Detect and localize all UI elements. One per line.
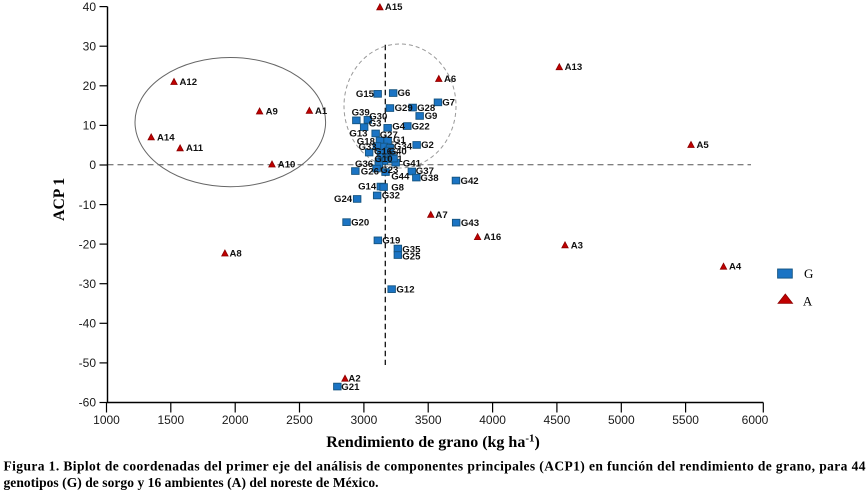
svg-text:5500: 5500 [672,413,699,427]
svg-text:0: 0 [89,158,96,172]
svg-text:G4: G4 [392,121,405,132]
svg-text:genotipos (G) de sorgo y 16 am: genotipos (G) de sorgo y 16 ambientes (A… [4,475,379,490]
svg-text:4500: 4500 [544,413,571,427]
svg-text:G20: G20 [351,218,369,229]
svg-text:40: 40 [83,0,97,14]
svg-text:A5: A5 [697,140,710,151]
svg-text:G23: G23 [380,165,398,176]
svg-text:G27: G27 [380,130,398,141]
svg-text:G3: G3 [369,119,382,130]
svg-text:4000: 4000 [479,413,506,427]
svg-text:10: 10 [83,119,97,133]
svg-text:A6: A6 [444,74,456,85]
svg-text:A2: A2 [348,374,360,385]
svg-text:-50: -50 [79,356,97,370]
svg-text:G41: G41 [403,158,422,169]
svg-text:-40: -40 [79,317,97,331]
svg-text:G40: G40 [389,147,407,158]
svg-text:ACP 1: ACP 1 [51,178,68,221]
svg-text:A4: A4 [729,262,742,273]
svg-text:A14: A14 [157,132,175,143]
svg-text:G21: G21 [341,382,360,393]
svg-text:G8: G8 [391,182,404,193]
svg-text:G36: G36 [355,159,373,170]
svg-text:A: A [803,294,813,309]
svg-text:G1: G1 [393,135,406,146]
svg-text:G9: G9 [425,111,438,122]
svg-text:20: 20 [83,79,97,93]
svg-text:G32: G32 [382,191,400,202]
svg-text:G19: G19 [382,236,400,247]
svg-text:G38: G38 [420,173,439,184]
svg-text:Figura 1. Biplot de coordenada: Figura 1. Biplot de coordenadas del prim… [4,458,866,473]
svg-text:G12: G12 [396,285,414,296]
svg-text:G24: G24 [334,194,353,205]
svg-text:G39: G39 [352,107,370,118]
svg-text:G42: G42 [461,176,479,187]
svg-text:1000: 1000 [93,413,120,427]
svg-text:G25: G25 [402,252,421,263]
svg-text:A11: A11 [186,143,204,154]
svg-text:A13: A13 [565,62,583,73]
svg-text:3500: 3500 [415,413,442,427]
svg-text:G44: G44 [391,172,410,183]
svg-text:G28: G28 [417,103,436,114]
svg-text:G33: G33 [359,142,377,153]
svg-text:G34: G34 [394,141,413,152]
svg-text:2500: 2500 [286,413,313,427]
svg-text:G43: G43 [461,218,479,229]
svg-text:-20: -20 [79,237,97,251]
svg-text:G35: G35 [402,244,421,255]
svg-text:Rendimiento de grano (kg ha-1): Rendimiento de grano (kg ha-1) [326,433,540,452]
svg-text:-10: -10 [79,198,97,212]
svg-text:-30: -30 [79,277,97,291]
svg-text:G7: G7 [442,97,455,108]
svg-text:G2: G2 [421,140,434,151]
svg-text:2000: 2000 [222,413,249,427]
svg-text:G15: G15 [356,89,375,100]
svg-text:G13: G13 [349,129,367,140]
svg-text:-60: -60 [79,396,97,410]
svg-text:A7: A7 [435,210,447,221]
svg-text:A15: A15 [385,2,403,13]
svg-text:6000: 6000 [742,413,769,427]
svg-text:G: G [804,266,813,281]
svg-text:1500: 1500 [157,413,184,427]
svg-text:A16: A16 [484,232,502,243]
svg-text:G10: G10 [375,154,393,165]
svg-text:A12: A12 [180,77,198,88]
svg-text:G22: G22 [412,121,430,132]
svg-text:G6: G6 [398,88,411,99]
svg-text:G14: G14 [358,182,377,193]
svg-text:5000: 5000 [608,413,635,427]
svg-text:30: 30 [83,39,97,53]
svg-text:G18: G18 [357,136,376,147]
svg-text:G30: G30 [369,112,387,123]
svg-text:A1: A1 [315,106,328,117]
svg-text:A8: A8 [230,249,243,260]
svg-text:A10: A10 [278,160,296,171]
svg-text:A3: A3 [571,240,583,251]
svg-text:3000: 3000 [351,413,378,427]
svg-text:G29: G29 [395,103,413,114]
svg-text:A9: A9 [266,106,278,117]
svg-text:G16: G16 [374,147,392,158]
svg-text:G37: G37 [416,166,434,177]
svg-text:G26: G26 [361,166,379,177]
